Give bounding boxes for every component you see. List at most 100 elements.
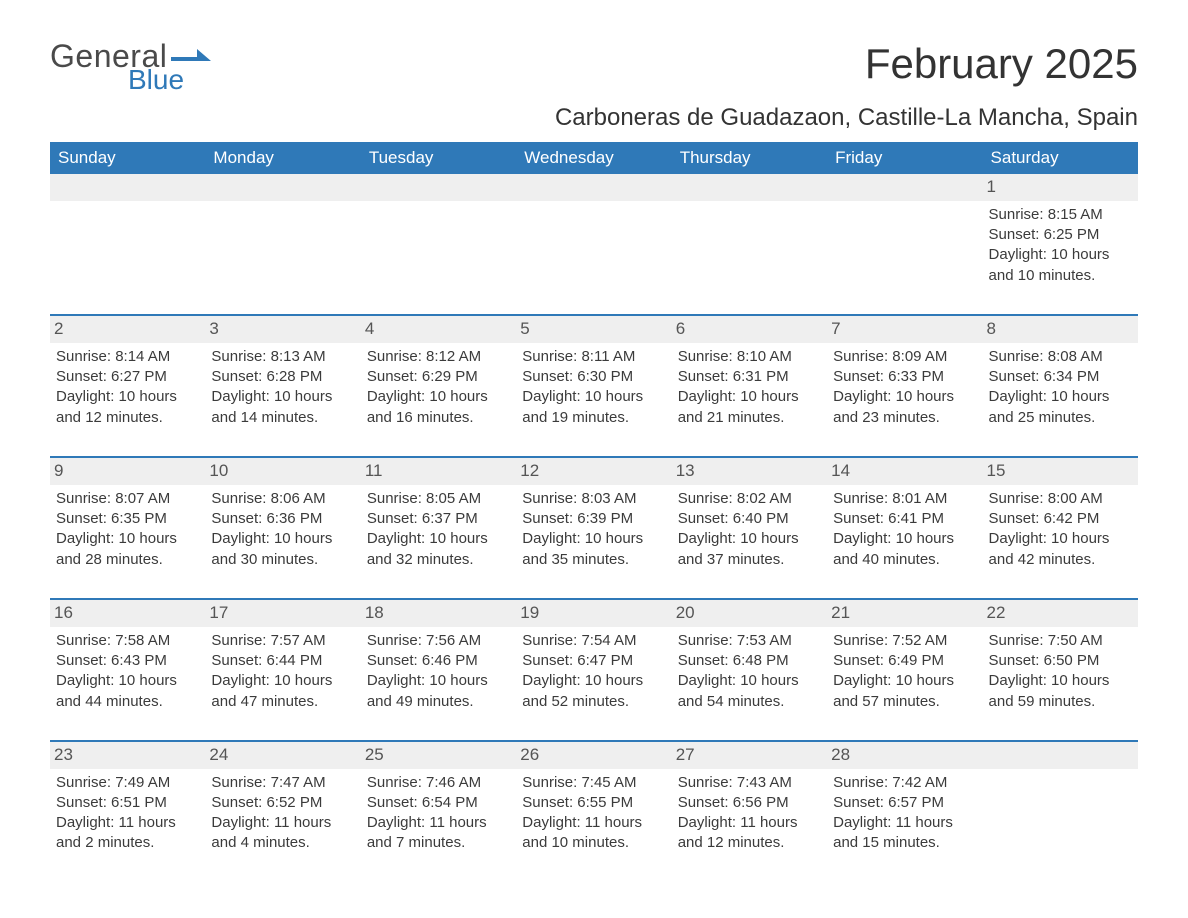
- calendar-day: 5Sunrise: 8:11 AMSunset: 6:30 PMDaylight…: [516, 316, 671, 436]
- calendar-day: 12Sunrise: 8:03 AMSunset: 6:39 PMDayligh…: [516, 458, 671, 578]
- day-d1: Daylight: 11 hours: [211, 813, 354, 833]
- day-number: 11: [361, 458, 516, 485]
- calendar-day-empty: [827, 174, 982, 294]
- day-d1: Daylight: 10 hours: [367, 671, 510, 691]
- day-sunset: Sunset: 6:52 PM: [211, 793, 354, 813]
- day-sunrise: Sunrise: 7:49 AM: [56, 773, 199, 793]
- day-number: 4: [361, 316, 516, 343]
- day-sunrise: Sunrise: 7:54 AM: [522, 631, 665, 651]
- day-sunrise: Sunrise: 8:14 AM: [56, 347, 199, 367]
- page-title: February 2025: [865, 40, 1138, 88]
- calendar-day: 21Sunrise: 7:52 AMSunset: 6:49 PMDayligh…: [827, 600, 982, 720]
- day-sunrise: Sunrise: 8:13 AM: [211, 347, 354, 367]
- day-d1: Daylight: 10 hours: [678, 529, 821, 549]
- calendar-day: 23Sunrise: 7:49 AMSunset: 6:51 PMDayligh…: [50, 742, 205, 862]
- calendar-day: 15Sunrise: 8:00 AMSunset: 6:42 PMDayligh…: [983, 458, 1138, 578]
- calendar-day: 16Sunrise: 7:58 AMSunset: 6:43 PMDayligh…: [50, 600, 205, 720]
- day-sunrise: Sunrise: 8:09 AM: [833, 347, 976, 367]
- day-d1: Daylight: 10 hours: [56, 671, 199, 691]
- day-d2: and 54 minutes.: [678, 692, 821, 712]
- day-sunrise: Sunrise: 7:58 AM: [56, 631, 199, 651]
- calendar-week: 16Sunrise: 7:58 AMSunset: 6:43 PMDayligh…: [50, 598, 1138, 720]
- day-d1: Daylight: 10 hours: [522, 529, 665, 549]
- weekday-header-row: SundayMondayTuesdayWednesdayThursdayFrid…: [50, 142, 1138, 174]
- day-d2: and 25 minutes.: [989, 408, 1132, 428]
- day-number: [516, 174, 671, 201]
- day-number: [983, 742, 1138, 769]
- day-sunrise: Sunrise: 7:52 AM: [833, 631, 976, 651]
- day-d2: and 2 minutes.: [56, 833, 199, 853]
- day-sunset: Sunset: 6:28 PM: [211, 367, 354, 387]
- day-number: [361, 174, 516, 201]
- day-number: [672, 174, 827, 201]
- day-number: [827, 174, 982, 201]
- day-d2: and 10 minutes.: [989, 266, 1132, 286]
- day-sunset: Sunset: 6:30 PM: [522, 367, 665, 387]
- calendar-day: 22Sunrise: 7:50 AMSunset: 6:50 PMDayligh…: [983, 600, 1138, 720]
- day-d2: and 12 minutes.: [678, 833, 821, 853]
- day-number: 13: [672, 458, 827, 485]
- day-sunset: Sunset: 6:50 PM: [989, 651, 1132, 671]
- day-d2: and 40 minutes.: [833, 550, 976, 570]
- day-number: [50, 174, 205, 201]
- day-number: 19: [516, 600, 671, 627]
- day-d2: and 14 minutes.: [211, 408, 354, 428]
- day-number: 17: [205, 600, 360, 627]
- calendar-day: 14Sunrise: 8:01 AMSunset: 6:41 PMDayligh…: [827, 458, 982, 578]
- day-number: 22: [983, 600, 1138, 627]
- calendar-day: 9Sunrise: 8:07 AMSunset: 6:35 PMDaylight…: [50, 458, 205, 578]
- calendar-day: 18Sunrise: 7:56 AMSunset: 6:46 PMDayligh…: [361, 600, 516, 720]
- calendar-day: 28Sunrise: 7:42 AMSunset: 6:57 PMDayligh…: [827, 742, 982, 862]
- calendar-day: 27Sunrise: 7:43 AMSunset: 6:56 PMDayligh…: [672, 742, 827, 862]
- day-sunset: Sunset: 6:37 PM: [367, 509, 510, 529]
- day-number: 10: [205, 458, 360, 485]
- weekday-header: Tuesday: [361, 142, 516, 174]
- day-d1: Daylight: 10 hours: [833, 387, 976, 407]
- day-sunset: Sunset: 6:25 PM: [989, 225, 1132, 245]
- day-sunset: Sunset: 6:56 PM: [678, 793, 821, 813]
- day-number: 24: [205, 742, 360, 769]
- day-number: 21: [827, 600, 982, 627]
- header: General Blue February 2025: [50, 40, 1138, 94]
- day-d1: Daylight: 10 hours: [211, 671, 354, 691]
- day-number: 3: [205, 316, 360, 343]
- day-sunrise: Sunrise: 8:12 AM: [367, 347, 510, 367]
- day-sunrise: Sunrise: 7:53 AM: [678, 631, 821, 651]
- calendar-day: 20Sunrise: 7:53 AMSunset: 6:48 PMDayligh…: [672, 600, 827, 720]
- day-d2: and 28 minutes.: [56, 550, 199, 570]
- day-sunset: Sunset: 6:54 PM: [367, 793, 510, 813]
- day-number: 9: [50, 458, 205, 485]
- calendar-day: 25Sunrise: 7:46 AMSunset: 6:54 PMDayligh…: [361, 742, 516, 862]
- day-d2: and 37 minutes.: [678, 550, 821, 570]
- calendar-week: 1Sunrise: 8:15 AMSunset: 6:25 PMDaylight…: [50, 174, 1138, 294]
- calendar-day: 26Sunrise: 7:45 AMSunset: 6:55 PMDayligh…: [516, 742, 671, 862]
- day-sunset: Sunset: 6:33 PM: [833, 367, 976, 387]
- day-d2: and 52 minutes.: [522, 692, 665, 712]
- day-sunrise: Sunrise: 8:00 AM: [989, 489, 1132, 509]
- calendar-day: 11Sunrise: 8:05 AMSunset: 6:37 PMDayligh…: [361, 458, 516, 578]
- day-d2: and 35 minutes.: [522, 550, 665, 570]
- day-sunset: Sunset: 6:41 PM: [833, 509, 976, 529]
- day-number: [205, 174, 360, 201]
- calendar-day-empty: [672, 174, 827, 294]
- day-sunset: Sunset: 6:42 PM: [989, 509, 1132, 529]
- day-sunrise: Sunrise: 8:06 AM: [211, 489, 354, 509]
- day-d1: Daylight: 10 hours: [211, 387, 354, 407]
- day-sunrise: Sunrise: 8:07 AM: [56, 489, 199, 509]
- day-number: 2: [50, 316, 205, 343]
- weekday-header: Friday: [827, 142, 982, 174]
- day-sunrise: Sunrise: 8:08 AM: [989, 347, 1132, 367]
- calendar-day: 24Sunrise: 7:47 AMSunset: 6:52 PMDayligh…: [205, 742, 360, 862]
- day-d1: Daylight: 10 hours: [211, 529, 354, 549]
- day-d1: Daylight: 10 hours: [522, 387, 665, 407]
- day-sunset: Sunset: 6:55 PM: [522, 793, 665, 813]
- day-d1: Daylight: 11 hours: [56, 813, 199, 833]
- calendar-day: 17Sunrise: 7:57 AMSunset: 6:44 PMDayligh…: [205, 600, 360, 720]
- calendar: SundayMondayTuesdayWednesdayThursdayFrid…: [50, 142, 1138, 862]
- day-d2: and 7 minutes.: [367, 833, 510, 853]
- day-sunrise: Sunrise: 8:10 AM: [678, 347, 821, 367]
- day-d2: and 30 minutes.: [211, 550, 354, 570]
- calendar-day: 7Sunrise: 8:09 AMSunset: 6:33 PMDaylight…: [827, 316, 982, 436]
- day-sunset: Sunset: 6:44 PM: [211, 651, 354, 671]
- day-sunset: Sunset: 6:43 PM: [56, 651, 199, 671]
